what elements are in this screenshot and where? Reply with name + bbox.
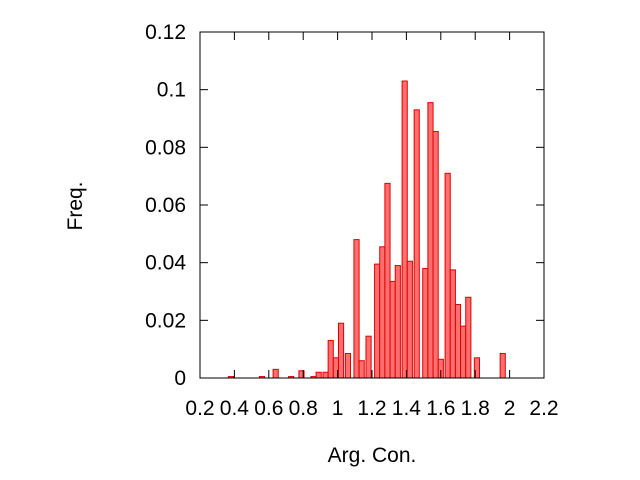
- histogram-bar: [344, 352, 351, 379]
- histogram-bar: [454, 303, 462, 379]
- x-tick-label: 0.4: [220, 397, 250, 420]
- x-tick-label: 0.8: [289, 397, 318, 420]
- x-axis-label: Arg. Con.: [328, 444, 417, 467]
- plot-frame: [199, 31, 545, 379]
- histogram-bar: [444, 172, 451, 379]
- x-tick-label: 1: [332, 397, 344, 420]
- histogram-bar: [272, 368, 279, 379]
- y-tick-labels: 0 0.02 0.04 0.06 0.08 0.1 0.12: [145, 21, 186, 390]
- y-tick-label: 0.12: [145, 21, 186, 44]
- histogram-bar: [499, 352, 506, 379]
- histogram-bar: [365, 335, 372, 379]
- histogram-bar: [389, 280, 396, 379]
- x-tick-label: 1.4: [392, 397, 422, 420]
- bars-group: [227, 80, 506, 379]
- y-axis-label: Freq.: [64, 181, 87, 230]
- histogram-bar: [353, 239, 360, 379]
- y-tick-label: 0.06: [145, 194, 186, 217]
- x-tick-label: 2.2: [529, 397, 558, 420]
- histogram-bar: [406, 260, 413, 379]
- x-tick-labels: 0.2 0.4 0.6 0.8 1 1.2 1.4 1.6 1.8 2 2.2: [185, 397, 558, 420]
- x-tick-label: 0.6: [254, 397, 283, 420]
- histogram-bar: [315, 371, 322, 379]
- histogram-bar: [401, 80, 408, 379]
- x-tick-label: 1.2: [357, 397, 386, 420]
- histogram-bar: [327, 340, 334, 379]
- histogram-bar: [413, 109, 420, 379]
- x-tick-label: 1.8: [461, 397, 490, 420]
- histogram-bar: [460, 325, 467, 379]
- histogram-bar: [427, 102, 434, 379]
- x-tick-label: 1.6: [426, 397, 455, 420]
- histogram-bar: [374, 263, 381, 379]
- ticks-group: [199, 31, 545, 379]
- x-tick-label: 2: [504, 397, 516, 420]
- x-tick-label: 0.2: [185, 397, 214, 420]
- histogram-bar: [449, 269, 456, 379]
- y-tick-label: 0.04: [145, 252, 186, 275]
- histogram-bar: [384, 182, 391, 379]
- histogram-bar: [358, 360, 365, 379]
- histogram-bar: [322, 371, 329, 379]
- y-tick-label: 0.08: [145, 136, 186, 159]
- y-tick-label: 0: [174, 367, 186, 390]
- histogram-bar: [379, 246, 386, 379]
- histogram-bar: [432, 130, 439, 379]
- y-tick-label: 0.02: [145, 309, 186, 332]
- histogram-bar: [422, 267, 429, 379]
- histogram-bar: [337, 322, 345, 379]
- y-tick-label: 0.1: [157, 79, 186, 102]
- histogram-bar: [465, 296, 472, 379]
- histogram-bar: [394, 265, 401, 379]
